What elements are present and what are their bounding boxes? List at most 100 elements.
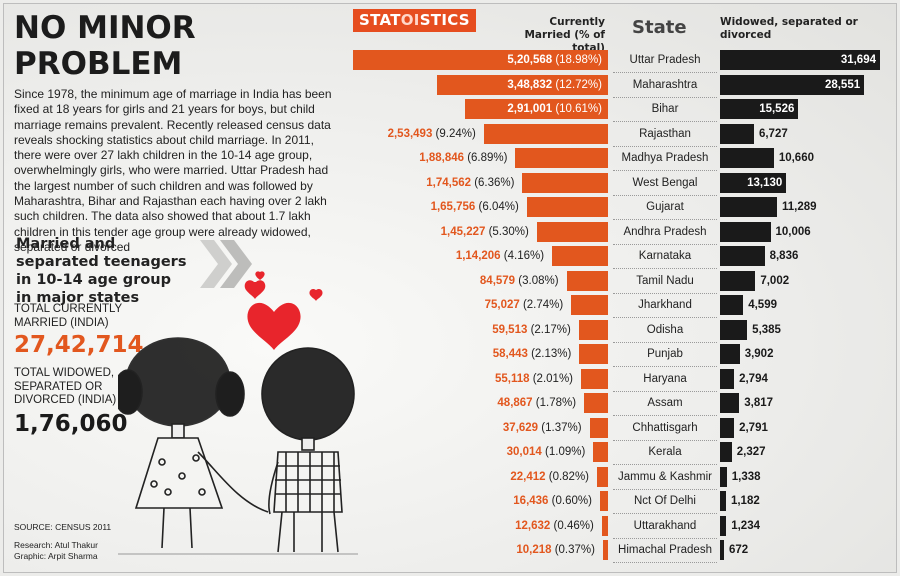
- married-percent: (1.09%): [541, 446, 586, 458]
- married-bar: [589, 417, 608, 438]
- total-widowed-label: TOTAL WIDOWED, SEPARATED OR DIVORCED (IN…: [14, 367, 117, 406]
- married-value-label: 58,443 (2.13%): [453, 344, 572, 364]
- widowed-bar: [720, 172, 787, 193]
- widowed-value-label: 3,902: [744, 348, 774, 360]
- married-value-label: 1,74,562 (6.36%): [396, 173, 514, 193]
- married-percent: (1.37%): [538, 421, 582, 434]
- source-credit: SOURCE: CENSUS 2011: [14, 522, 112, 532]
- row-separator: [613, 268, 717, 269]
- widowed-value-label: 1,234: [731, 519, 760, 532]
- married-count: 1,88,846: [419, 152, 465, 164]
- married-bar: [593, 442, 608, 462]
- married-count: 22,412: [510, 470, 546, 483]
- graphic-credit: Graphic: Arpit Sharma: [14, 551, 98, 561]
- state-label: Himachal Pradesh: [618, 544, 712, 556]
- married-percent: (2.74%): [519, 299, 564, 311]
- married-percent: (0.37%): [551, 544, 595, 556]
- married-bar: [515, 148, 608, 168]
- state-label: Nct Of Delhi: [634, 495, 696, 507]
- widowed-bar: [720, 540, 724, 560]
- married-value-label: 1,45,227 (5.30%): [411, 222, 529, 242]
- heart-icon: [247, 302, 301, 350]
- heart-icon: [255, 271, 265, 280]
- state-label: Uttarakhand: [633, 519, 697, 532]
- married-count: 16,436: [513, 495, 549, 507]
- widowed-value-label: 7,002: [760, 274, 790, 287]
- widowed-bar: [720, 50, 880, 70]
- married-percent: (3.08%): [515, 274, 559, 287]
- row-separator: [613, 194, 717, 196]
- widowed-bar: [720, 515, 727, 536]
- state-label: Madhya Pradesh: [621, 152, 709, 164]
- state-label: Uttar Pradesh: [629, 54, 701, 66]
- married-count: 2,91,001: [507, 103, 553, 115]
- heart-icon: [244, 280, 266, 299]
- married-value-label: 2,53,493 (9.24%): [358, 124, 476, 144]
- married-value-label: 84,579 (3.08%): [441, 271, 559, 291]
- married-bar: [536, 221, 608, 242]
- married-bar: [526, 197, 608, 217]
- married-bar: [552, 246, 608, 266]
- row-separator: [613, 366, 717, 367]
- married-count: 12,632: [515, 519, 551, 532]
- married-percent: (0.46%): [550, 519, 594, 532]
- married-bar: [599, 491, 608, 511]
- state-label: Gujarat: [646, 201, 684, 213]
- married-value-label: 5,20,568 (18.98%): [353, 50, 602, 70]
- married-bar: [437, 74, 608, 95]
- headline: NO MINOR PROBLEM: [14, 10, 196, 82]
- row-separator: [613, 170, 717, 171]
- married-bar: [597, 466, 608, 487]
- widowed-value-label: 2,327: [736, 446, 766, 458]
- state-label: Odisha: [646, 323, 684, 336]
- married-count: 75,027: [484, 299, 520, 311]
- married-percent: (18.98%): [552, 54, 602, 66]
- married-percent: (0.82%): [545, 470, 590, 483]
- widowed-bar: [720, 466, 727, 487]
- logo-text-toi: OI: [400, 11, 420, 29]
- married-percent: (12.72%): [552, 78, 602, 91]
- married-bar: [601, 515, 608, 536]
- married-count: 1,74,562: [426, 176, 472, 189]
- widowed-bar: [720, 197, 777, 217]
- research-credit: Research: Atul Thakur: [14, 540, 98, 550]
- row-separator: [613, 464, 717, 465]
- row-separator: [613, 72, 717, 73]
- widowed-value-label: 3,817: [744, 397, 774, 409]
- married-bar: [602, 540, 608, 560]
- widowed-bar: [720, 123, 754, 144]
- widowed-bar: [720, 368, 735, 389]
- married-count: 1,65,756: [430, 201, 476, 213]
- state-column-header: State: [632, 17, 687, 38]
- widowed-column-header: Widowed, separated or divorced: [720, 16, 858, 41]
- married-bar: [522, 172, 608, 193]
- widowed-bar: [720, 148, 774, 168]
- state-label: Tamil Nadu: [636, 274, 694, 287]
- row-separator: [613, 121, 717, 122]
- logo-text-post: STICS: [419, 11, 470, 29]
- widowed-value-label: 2,794: [739, 372, 768, 385]
- state-label: Assam: [647, 397, 683, 409]
- married-value-label: 1,14,206 (4.16%): [426, 246, 544, 266]
- widowed-value-label: 10,660: [778, 152, 814, 164]
- married-count: 1,45,227: [440, 225, 486, 238]
- row-separator: [613, 317, 717, 318]
- married-value-label: 2,91,001 (10.61%): [465, 99, 602, 119]
- row-separator: [613, 562, 717, 563]
- widowed-value-label: 6,727: [758, 127, 788, 140]
- married-percent: (5.30%): [485, 225, 529, 238]
- married-bar: [578, 319, 608, 340]
- married-value-label: 30,014 (1.09%): [467, 442, 586, 462]
- married-value-label: 10,218 (0.37%): [477, 540, 595, 560]
- married-percent: (9.24%): [432, 127, 476, 140]
- widowed-value-label: 1,338: [731, 470, 761, 483]
- row-separator: [613, 415, 717, 416]
- widowed-value-label: 2,791: [739, 421, 768, 434]
- married-count: 59,513: [492, 323, 528, 336]
- widowed-bar: [720, 99, 799, 119]
- widowed-value-label: 1,182: [730, 495, 760, 507]
- state-label: Rajasthan: [639, 127, 691, 140]
- state-label: Bihar: [651, 103, 679, 115]
- widowed-bar: [720, 246, 765, 266]
- married-bar: [581, 368, 608, 389]
